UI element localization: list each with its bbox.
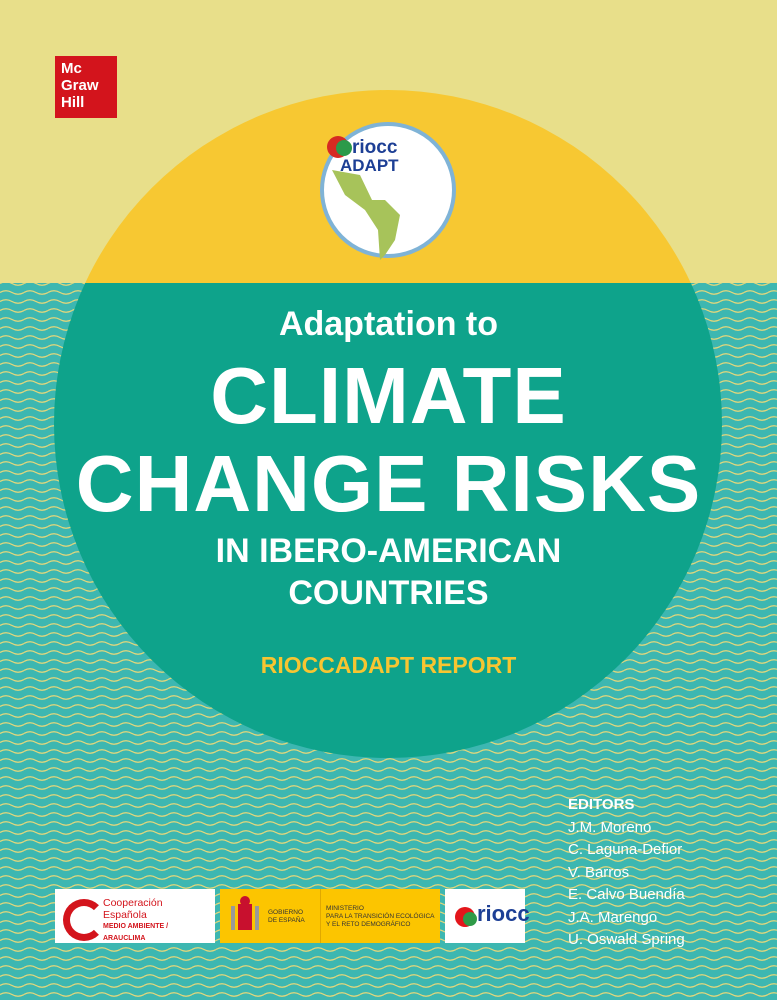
report-subtitle: RIOCCADAPT REPORT [260, 652, 517, 678]
logo-text: MEDIO AMBIENTE / ARAUCLIMA [103, 923, 169, 942]
c-logo-icon [63, 899, 105, 941]
title-sub: IN IBERO-AMERICAN COUNTRIES [0, 530, 777, 614]
riocc-logo: riocc [445, 889, 530, 943]
editor: U. Oswald Spring [568, 931, 685, 948]
mcgraw-hill-logo: Mc Graw Hill [55, 56, 117, 118]
cooperacion-espanola-logo: Cooperación Española MEDIO AMBIENTE / AR… [55, 889, 215, 943]
logo-text: PARA LA TRANSICIÓN ECOLÓGICA [326, 913, 435, 920]
logo-line: Mc [61, 60, 82, 77]
editor: J.A. Marengo [568, 908, 658, 926]
logo-text: GOBIERNO [268, 909, 304, 916]
editor: E. Calvo Buendía [568, 886, 685, 903]
logo-text: MINISTERIO [326, 905, 364, 912]
svg-text:ADAPT: ADAPT [340, 156, 399, 175]
editors-heading: EDITORS [568, 796, 635, 813]
gobierno-text: GOBIERNO DE ESPAÑA [268, 909, 305, 925]
logo-text: Cooperación [103, 897, 163, 909]
riocc-text: riocc [477, 901, 530, 926]
svg-text:riocc: riocc [352, 137, 398, 158]
logo-line: Hill [61, 94, 85, 111]
editor: V. Barros [568, 863, 630, 881]
title-line-3: CHANGE RISKS [75, 439, 702, 528]
riocc-adapt-emblem: riocc ADAPT [320, 122, 456, 260]
coat-of-arms-icon [231, 896, 259, 930]
logo-text: Española [103, 909, 147, 921]
ministerio-text: MINISTERIO PARA LA TRANSICIÓN ECOLÓGICA … [326, 905, 435, 929]
title-line-2: CLIMATE [210, 351, 567, 440]
editors-list: EDITORS J.M. Moreno C. Laguna-Defior V. … [568, 794, 685, 952]
riocc-sun-icon [455, 907, 477, 927]
title-main: CLIMATE CHANGE RISKS [0, 352, 777, 528]
gobierno-espana-logo: GOBIERNO DE ESPAÑA MINISTERIO PARA LA TR… [220, 889, 440, 943]
title-line-5: COUNTRIES [288, 574, 489, 612]
logo-text: DE ESPAÑA [268, 917, 305, 924]
editor: J.M. Moreno [568, 818, 652, 836]
title-line-1: Adaptation to [278, 305, 499, 343]
logo-line: Graw [61, 77, 99, 94]
editor: C. Laguna-Defior [568, 841, 683, 858]
logo-text: Y EL RETO DEMOGRÁFICO [326, 921, 411, 928]
title-line-4: IN IBERO-AMERICAN [215, 532, 562, 570]
circle-bottom [54, 283, 722, 758]
